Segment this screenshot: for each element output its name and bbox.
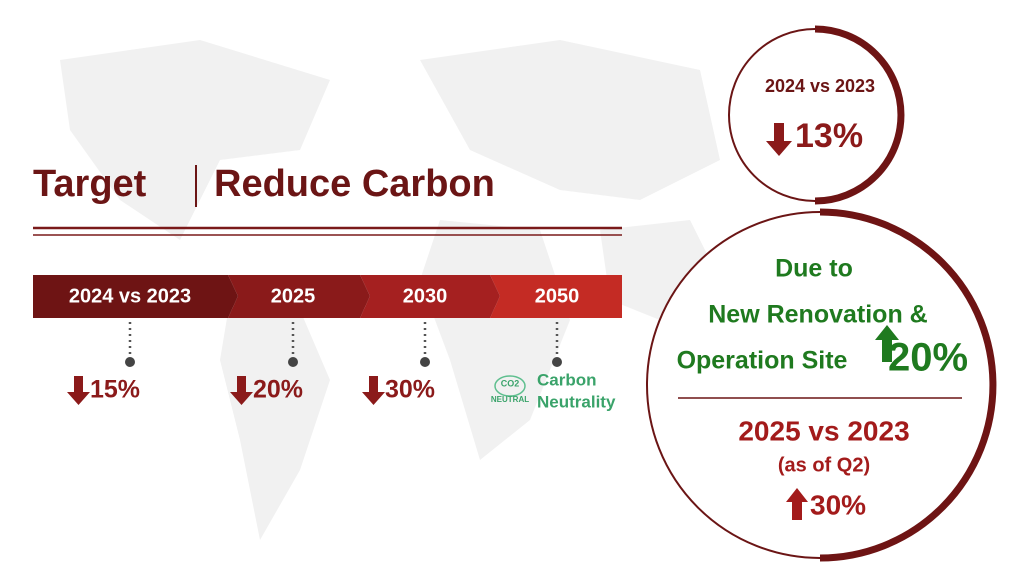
note-line: Neutrality — [537, 392, 616, 411]
connector-dot — [420, 357, 430, 367]
title-left: Target — [33, 163, 147, 205]
down-arrow — [67, 376, 90, 405]
top-circle-label: 2024 vs 2023 — [765, 76, 875, 96]
timeline-change: 20% — [253, 376, 303, 404]
reason-line: Due to — [775, 255, 853, 283]
reason-line: New Renovation & — [708, 301, 927, 329]
comparison: 2025 vs 2023 — [738, 415, 909, 446]
connector-dot — [288, 357, 298, 367]
note-line: Carbon — [537, 370, 597, 389]
down-arrow — [362, 376, 385, 405]
badge-text: CO2 — [501, 378, 520, 388]
timeline: 2024 vs 2023 15% 2025 20% 2030 30% 2050 CO2 NEUT… — [67, 285, 616, 411]
co2-badge — [494, 375, 526, 397]
period: (as of Q2) — [778, 454, 870, 476]
down-arrow — [230, 376, 253, 405]
timeline-label: 2050 — [535, 285, 580, 307]
timeline-segment — [33, 275, 238, 318]
timeline-change: 30% — [385, 376, 435, 404]
title-right: Reduce Carbon — [214, 163, 495, 205]
connector-dot — [552, 357, 562, 367]
timeline-label: 2025 — [271, 285, 316, 307]
timeline-segment — [490, 275, 622, 318]
timeline-change: 15% — [90, 376, 140, 404]
connector-dot — [125, 357, 135, 367]
top-circle-arc — [814, 25, 905, 205]
timeline-segment — [228, 275, 370, 318]
badge-text: NEUTRAL — [491, 395, 529, 404]
top-circle-change: 13% — [795, 117, 863, 155]
big-circle-arc — [819, 208, 997, 562]
timeline-label: 2030 — [403, 285, 448, 307]
up-arrow — [786, 488, 808, 520]
down-arrow — [766, 123, 792, 156]
up-arrow — [875, 325, 899, 362]
reason-line: Operation Site — [677, 347, 848, 375]
timeline-segment — [360, 275, 500, 318]
reason-change: 20% — [888, 336, 968, 380]
timeline-label: 2024 vs 2023 — [69, 285, 191, 307]
big-circle-change: 30% — [810, 489, 866, 520]
